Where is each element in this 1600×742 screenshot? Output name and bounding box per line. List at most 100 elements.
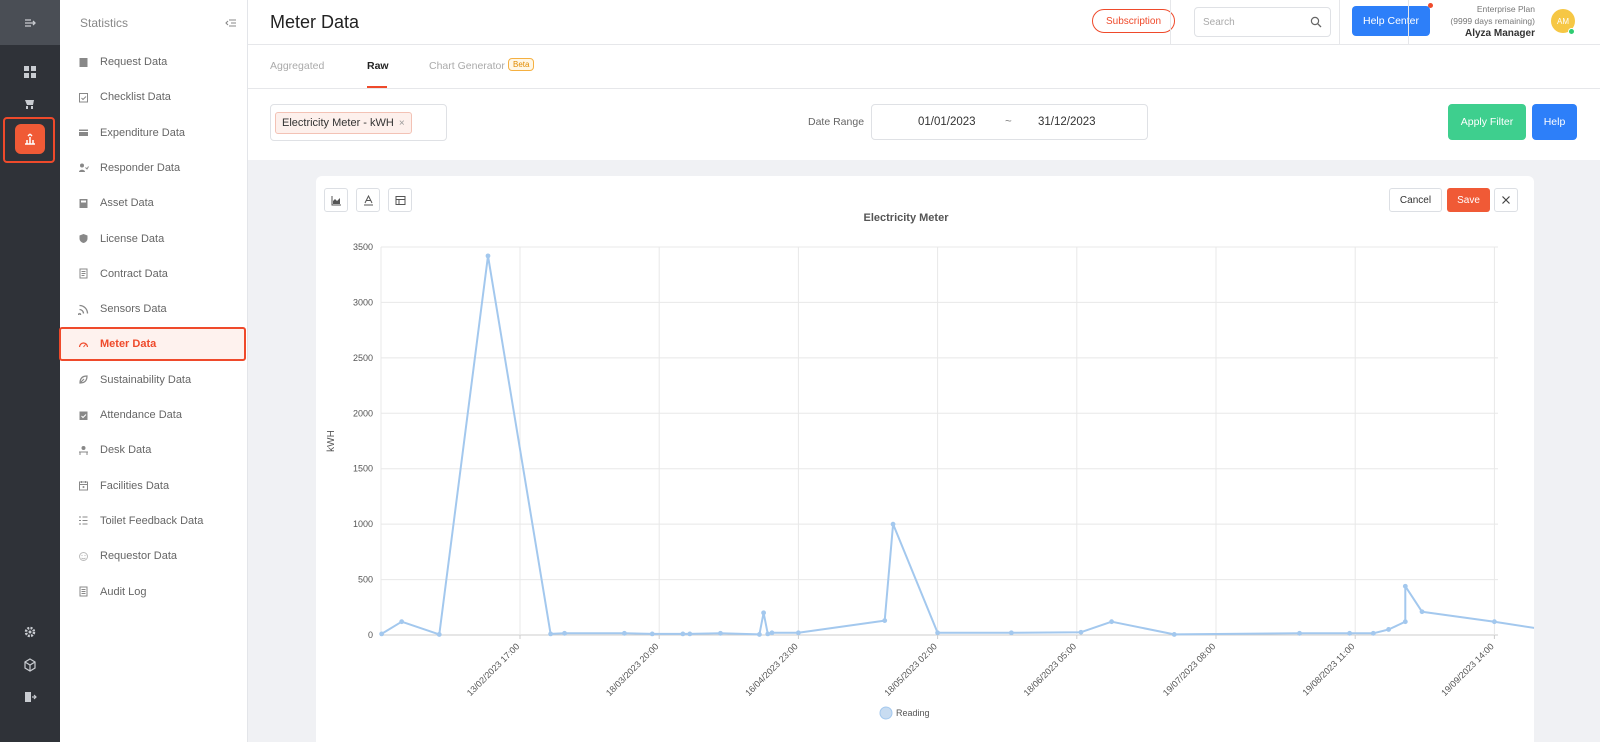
sidebar-item-desk-data[interactable]: Desk Data	[60, 433, 248, 467]
data-point	[1402, 583, 1408, 589]
settings-nav[interactable]	[0, 615, 60, 649]
sidebar-item-responder-data[interactable]: Responder Data	[60, 151, 248, 185]
data-point	[436, 632, 442, 637]
modules-nav[interactable]	[0, 648, 60, 682]
requestor-icon	[78, 551, 89, 562]
date-from[interactable]: 01/01/2023	[918, 116, 976, 128]
icon-rail	[0, 0, 60, 742]
data-point	[796, 630, 801, 636]
sidebar-item-label: Asset Data	[100, 197, 154, 210]
apply-filter-button[interactable]: Apply Filter	[1448, 104, 1526, 140]
sidebar-item-request-data[interactable]: Request Data	[60, 45, 248, 79]
table-view-button[interactable]	[388, 188, 412, 212]
electricity-meter-chart: Electricity Meter 0 500 1000 1500 2000 2500 300…	[326, 212, 1534, 720]
data-point	[1008, 630, 1014, 636]
search-icon[interactable]	[1310, 16, 1322, 28]
dashboard-icon	[24, 66, 36, 78]
meter-icon	[78, 339, 89, 350]
data-point	[935, 630, 940, 636]
plan-remaining: (9999 days remaining)	[1450, 16, 1535, 26]
sidebar-item-label: Facilities Data	[100, 479, 170, 492]
date-separator: ~	[1005, 116, 1012, 128]
data-point	[1171, 632, 1177, 637]
leaf-icon	[78, 374, 89, 385]
sidebar-item-audit-log[interactable]: Audit Log	[60, 575, 248, 609]
sidebar-item-contract-data[interactable]: Contract Data	[60, 257, 248, 291]
x-tick-label: 18/06/2023 05:00	[1022, 641, 1079, 698]
save-button[interactable]: Save	[1447, 188, 1490, 212]
text-format-button[interactable]	[356, 188, 380, 212]
sidebar-item-asset-data[interactable]: Asset Data	[60, 186, 248, 220]
logout-nav[interactable]	[0, 680, 60, 714]
dashboard-nav[interactable]	[0, 55, 60, 89]
chart-type-button[interactable]	[324, 188, 348, 212]
date-range-picker[interactable]: 01/01/2023 ~ 31/12/2023	[871, 104, 1148, 140]
sensors-icon	[78, 304, 89, 315]
sidebar-item-expenditure-data[interactable]: Expenditure Data	[60, 116, 248, 150]
y-tick-label: 3500	[353, 242, 373, 252]
remove-tag-icon[interactable]: ×	[398, 117, 405, 129]
sidebar-item-facilities-data[interactable]: Facilities Data	[60, 469, 248, 503]
help-center-button[interactable]: Help Center	[1352, 6, 1430, 36]
cart-icon	[25, 100, 34, 109]
beta-badge: Beta	[508, 58, 535, 71]
close-icon	[1502, 196, 1510, 204]
help-button[interactable]: Help	[1532, 104, 1577, 140]
data-point	[680, 631, 686, 637]
subscription-button[interactable]: Subscription	[1092, 9, 1175, 33]
text-icon	[363, 194, 373, 205]
collapse-sidebar-icon[interactable]	[225, 17, 237, 29]
expand-rail-button[interactable]	[0, 0, 60, 45]
sidebar-item-sensors-data[interactable]: Sensors Data	[60, 292, 248, 326]
page-title: Meter Data	[270, 12, 360, 32]
tab-aggregated[interactable]: Aggregated	[270, 60, 325, 72]
y-axis-label: kWH	[326, 430, 337, 452]
sidebar-item-label: Sustainability Data	[100, 373, 192, 386]
feedback-icon	[78, 515, 89, 526]
sidebar-item-attendance-data[interactable]: Attendance Data	[60, 398, 248, 432]
sidebar-item-checklist-data[interactable]: Checklist Data	[60, 80, 248, 114]
area-chart-icon	[331, 195, 341, 205]
audit-icon	[78, 586, 89, 597]
sidebar-title: Statistics	[80, 15, 129, 30]
tab-chart-generator[interactable]: Chart Generator	[429, 60, 505, 72]
data-point	[718, 630, 723, 636]
data-point	[687, 631, 693, 637]
plan-info: Enterprise Plan (9999 days remaining) Al…	[1438, 3, 1535, 40]
statistics-nav[interactable]	[15, 124, 45, 154]
close-chart-button[interactable]	[1494, 188, 1518, 212]
sidebar-item-sustainability-data[interactable]: Sustainability Data	[60, 363, 248, 397]
sidebar-item-label: License Data	[100, 232, 165, 245]
request-icon	[78, 57, 89, 68]
cancel-button[interactable]: Cancel	[1389, 188, 1442, 212]
logout-icon	[25, 692, 37, 702]
series-line-0	[381, 254, 1534, 636]
user-name[interactable]: Alyza Manager	[1464, 28, 1535, 39]
sidebar-item-license-data[interactable]: License Data	[60, 222, 248, 256]
chart-card: Cancel Save Electricity Meter 0 500 1000 150…	[316, 176, 1534, 742]
search-input[interactable]	[1203, 16, 1303, 28]
expand-icon	[25, 18, 36, 27]
y-tick-label: 3000	[353, 297, 373, 307]
sidebar-item-label: Audit Log	[100, 585, 147, 598]
data-point	[548, 631, 554, 637]
cube-icon	[24, 658, 36, 672]
search-box[interactable]	[1194, 7, 1331, 37]
sidebar-item-requestor-data[interactable]: Requestor Data	[60, 539, 248, 573]
sidebar-item-meter-data[interactable]: Meter Data	[59, 327, 246, 362]
sidebar-item-toilet-feedback-data[interactable]: Toilet Feedback Data	[60, 504, 248, 538]
date-to[interactable]: 31/12/2023	[1038, 116, 1096, 128]
asset-icon	[78, 198, 89, 209]
statistics-icon	[25, 133, 35, 145]
operations-nav[interactable]	[0, 87, 60, 121]
data-point	[1347, 630, 1353, 636]
tab-raw[interactable]: Raw	[367, 60, 389, 72]
y-tick-label: 0	[368, 630, 373, 640]
meter-select[interactable]: Electricity Meter - kWH ×	[270, 104, 447, 141]
y-tick-label: 1500	[353, 464, 373, 474]
sidebar-item-label: Checklist Data	[100, 91, 171, 104]
gear-icon	[24, 626, 36, 638]
sidebar-item-label: Sensors Data	[100, 303, 167, 316]
data-point	[1109, 619, 1114, 625]
data-point	[485, 253, 491, 259]
